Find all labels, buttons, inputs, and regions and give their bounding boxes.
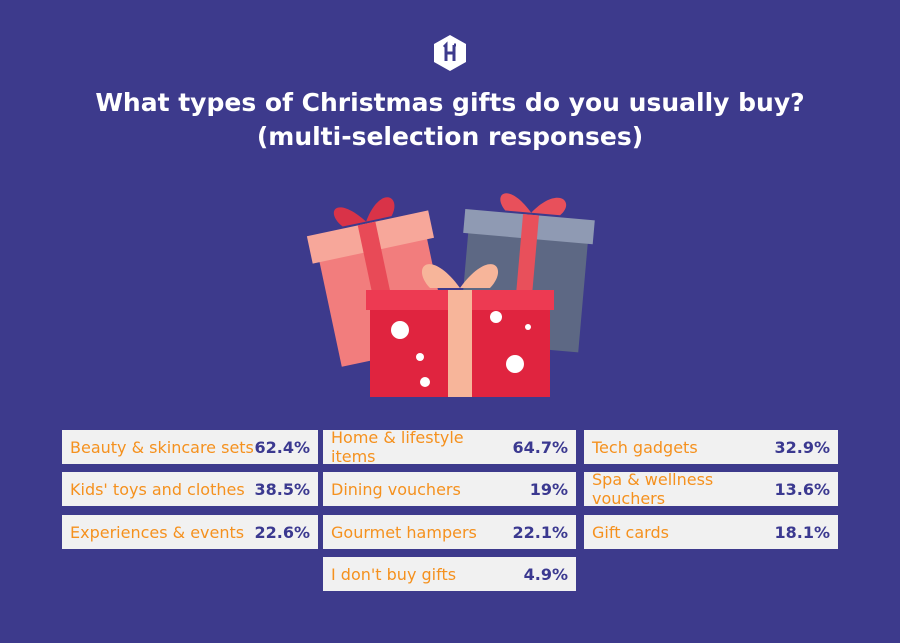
- row-value: 4.9%: [523, 564, 568, 584]
- row-value: 18.1%: [774, 522, 830, 542]
- row-label: Kids' toys and clothes: [70, 479, 245, 499]
- data-row: Gourmet hampers 22.1%: [323, 515, 576, 549]
- row-value: 13.6%: [774, 479, 830, 499]
- data-row: Tech gadgets 32.9%: [584, 430, 838, 464]
- row-value: 62.4%: [254, 437, 310, 457]
- title-line-2: (multi-selection responses): [256, 122, 644, 151]
- row-label: Gift cards: [592, 522, 669, 542]
- data-row: I don't buy gifts 4.9%: [323, 557, 576, 591]
- row-value: 38.5%: [254, 479, 310, 499]
- data-row: Gift cards 18.1%: [584, 515, 838, 549]
- data-row: Home & lifestyle items 64.7%: [323, 428, 576, 466]
- logo-icon: [434, 35, 466, 71]
- row-label: Beauty & skincare sets: [70, 437, 254, 457]
- row-value: 19%: [529, 479, 568, 499]
- data-row: Beauty & skincare sets 62.4%: [62, 430, 318, 464]
- row-label: Tech gadgets: [592, 437, 698, 457]
- row-label: Gourmet hampers: [331, 522, 477, 542]
- row-label: Dining vouchers: [331, 479, 461, 499]
- data-row: Spa & wellness vouchers 13.6%: [584, 470, 838, 508]
- data-row: Kids' toys and clothes 38.5%: [62, 472, 318, 506]
- gift-boxes-illustration: [306, 193, 595, 397]
- row-label: Experiences & events: [70, 522, 245, 542]
- row-value: 22.6%: [254, 522, 310, 542]
- row-label: Spa & wellness vouchers: [592, 470, 714, 508]
- data-row: Experiences & events 22.6%: [62, 515, 318, 549]
- chart-title: What types of Christmas gifts do you usu…: [0, 86, 900, 154]
- row-value: 22.1%: [512, 522, 568, 542]
- row-label: Home & lifestyle items: [331, 428, 464, 466]
- row-value: 64.7%: [512, 437, 568, 457]
- row-value: 32.9%: [774, 437, 830, 457]
- title-line-1: What types of Christmas gifts do you usu…: [95, 88, 805, 117]
- row-label: I don't buy gifts: [331, 564, 457, 584]
- data-row: Dining vouchers 19%: [323, 472, 576, 506]
